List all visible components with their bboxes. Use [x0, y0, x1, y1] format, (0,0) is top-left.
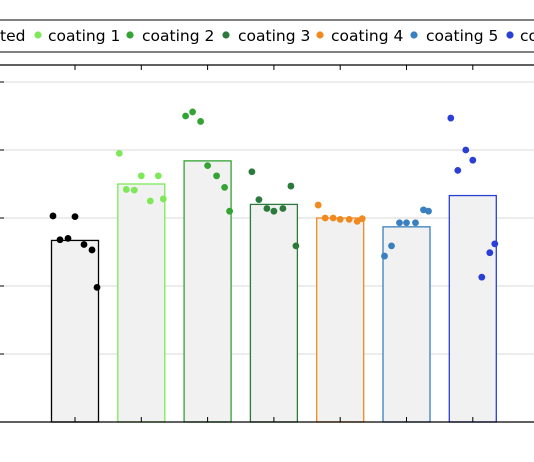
legend-label: coating 5 — [426, 27, 498, 45]
legend: ted coating 1 coating 2 coating 3 coating 4 c… — [0, 19, 534, 53]
data-point — [189, 108, 197, 116]
data-point — [213, 172, 221, 180]
data-point — [56, 236, 64, 244]
data-point — [93, 283, 101, 291]
data-point — [248, 168, 256, 176]
data-point — [329, 214, 337, 222]
data-point — [478, 273, 486, 281]
data-point — [412, 219, 419, 227]
legend-label: co — [520, 27, 534, 45]
data-point — [154, 172, 162, 180]
legend-label: coating 2 — [142, 27, 214, 45]
data-point — [221, 184, 229, 191]
data-point — [197, 118, 205, 125]
legend-label: coating 4 — [331, 27, 403, 45]
data-point — [80, 241, 88, 248]
data-point — [454, 167, 462, 174]
data-point — [182, 112, 190, 120]
data-point — [115, 150, 123, 157]
data-point — [486, 249, 494, 257]
bar-coating-3 — [249, 203, 299, 423]
data-point — [226, 207, 234, 215]
bar-coating-5 — [382, 226, 431, 423]
data-point — [358, 215, 366, 223]
data-point — [137, 172, 145, 180]
bar-coating-6 — [448, 194, 497, 423]
data-points — [49, 108, 499, 291]
data-point — [159, 195, 167, 203]
data-point — [447, 114, 455, 122]
data-point — [122, 186, 130, 193]
legend-label: coating 3 — [238, 27, 310, 45]
data-point — [130, 186, 138, 194]
legend-marker — [316, 31, 324, 39]
data-point — [345, 215, 353, 223]
data-point — [381, 252, 388, 260]
legend-label: coating 1 — [48, 27, 120, 45]
data-point — [146, 197, 154, 205]
data-point — [263, 205, 271, 212]
legend-marker — [506, 31, 514, 39]
legend-marker — [410, 31, 418, 39]
data-point — [491, 240, 499, 248]
data-point — [255, 196, 263, 204]
data-point — [287, 182, 295, 190]
data-point — [353, 218, 361, 225]
data-point — [336, 215, 344, 223]
data-point — [279, 205, 287, 212]
data-point — [270, 207, 278, 215]
data-point — [49, 212, 57, 220]
bar-untreated — [50, 239, 100, 423]
data-point — [425, 207, 432, 215]
data-point — [71, 213, 79, 221]
data-point — [204, 162, 212, 170]
plot-frame — [0, 64, 534, 423]
data-point — [388, 242, 395, 250]
bar-coating-4 — [316, 217, 365, 423]
bar-coating-1 — [117, 183, 166, 423]
legend-marker — [34, 31, 42, 39]
legend-label: ted — [0, 27, 25, 45]
data-point — [64, 235, 72, 242]
legend-marker — [126, 31, 134, 39]
bar-coating-2 — [183, 160, 232, 423]
legend-marker — [222, 31, 230, 39]
data-point — [403, 219, 410, 227]
data-point — [314, 201, 322, 209]
data-point — [292, 242, 300, 250]
data-point — [88, 246, 96, 254]
data-point — [462, 146, 470, 154]
data-point — [469, 156, 477, 164]
data-point — [396, 219, 403, 227]
data-point — [321, 214, 329, 222]
bars — [50, 160, 497, 423]
